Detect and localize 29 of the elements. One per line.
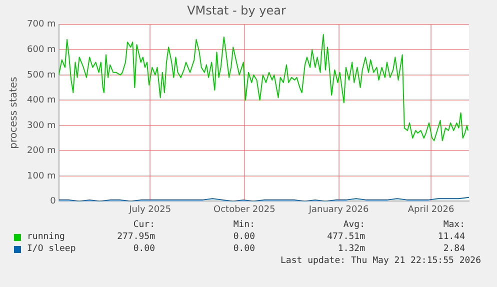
chart-title: VMstat - by year: [187, 3, 286, 18]
legend-label: running: [27, 232, 65, 242]
text: 0.00: [232, 232, 255, 242]
text: Min:: [232, 220, 255, 230]
text: 11.44: [436, 232, 465, 242]
y-tick-label: 500 m: [26, 70, 56, 80]
text: Last update: Thu May 21 22:15:55 2026: [280, 256, 481, 266]
text: 1.32m: [336, 244, 365, 254]
y-tick-label: 100 m: [26, 171, 56, 182]
y-tick-label: 0: [50, 196, 56, 207]
text: 0.00: [132, 244, 155, 254]
x-tick-label: January 2026: [308, 204, 369, 215]
y-tick-label: 300 m: [26, 120, 56, 131]
text: 277.95m: [116, 232, 155, 242]
x-tick-label: October 2025: [214, 204, 276, 215]
y-axis-title: process states: [8, 76, 20, 149]
x-tick-label: April 2026: [408, 204, 454, 215]
legend-label: I/O sleep: [27, 244, 76, 254]
y-tick-label: 200 m: [26, 146, 56, 156]
text: 0.00: [232, 244, 255, 254]
x-tick-label: July 2025: [128, 204, 172, 215]
text: Max:: [442, 220, 465, 230]
text: Cur:: [132, 220, 155, 230]
text: Avg:: [342, 220, 365, 230]
text: 477.51m: [326, 232, 365, 242]
y-tick-label: 400 m: [26, 96, 56, 106]
y-tick-label: 600 m: [26, 45, 56, 55]
text: 2.84: [442, 244, 465, 254]
y-tick-label: 700 m: [26, 20, 56, 30]
